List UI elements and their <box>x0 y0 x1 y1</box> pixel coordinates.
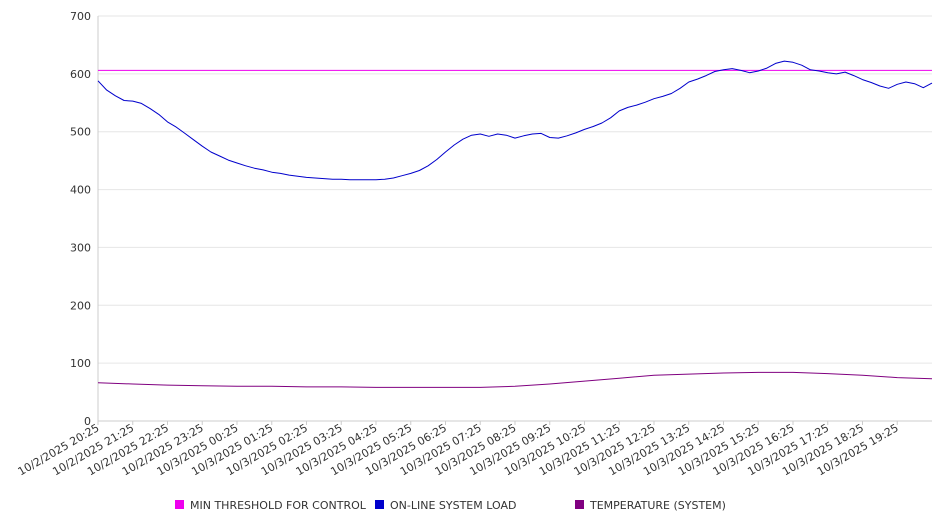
legend-swatch <box>575 500 584 509</box>
y-tick-label: 600 <box>70 68 91 81</box>
legend-swatch <box>375 500 384 509</box>
y-tick-label: 300 <box>70 241 91 254</box>
y-axis: 0 100 200 300 400 500 600 700 <box>70 10 99 428</box>
series-line-3 <box>97 371 933 388</box>
legend-swatch <box>175 500 184 509</box>
series-layer <box>97 60 933 388</box>
legend-label: TEMPERATURE (SYSTEM) <box>589 499 726 512</box>
legend-label: MIN THRESHOLD FOR CONTROL <box>190 499 367 512</box>
legend-label: ON-LINE SYSTEM LOAD <box>390 499 516 512</box>
legend: MIN THRESHOLD FOR CONTROL ON-LINE SYSTEM … <box>175 499 726 512</box>
y-tick-label: 100 <box>70 357 91 370</box>
y-tick-label: 500 <box>70 126 91 139</box>
gridlines <box>98 15 932 422</box>
series-line-2 <box>97 60 933 181</box>
y-tick-label: 200 <box>70 299 91 312</box>
y-tick-label: 700 <box>70 10 91 23</box>
y-tick-label: 0 <box>84 415 91 428</box>
y-tick-label: 400 <box>70 184 91 197</box>
